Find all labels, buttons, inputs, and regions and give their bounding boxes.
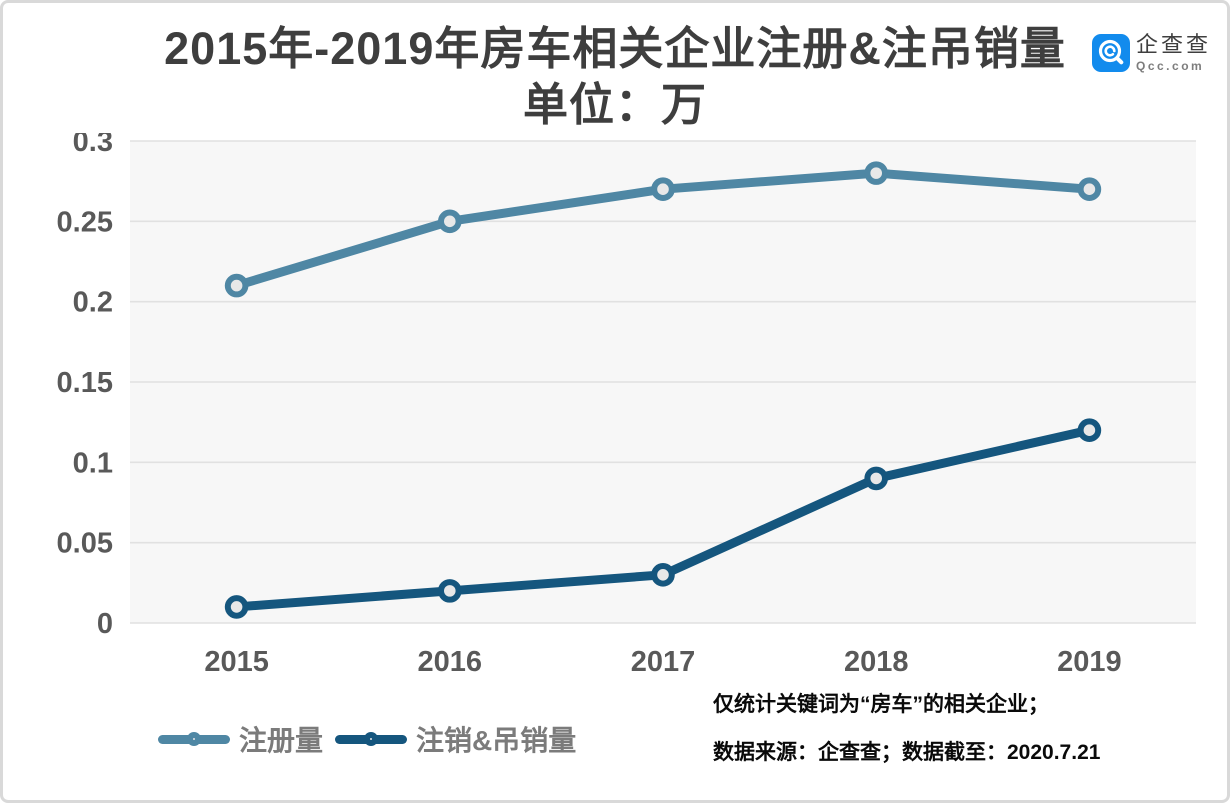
data-point-1-2018	[864, 466, 889, 491]
y-tick-label: 0.25	[57, 206, 113, 238]
y-tick-label: 0.15	[57, 367, 113, 399]
x-tick-label: 2018	[844, 646, 909, 678]
data-point-1-2019	[1077, 418, 1102, 443]
x-tick-label: 2019	[1057, 646, 1122, 678]
x-tick-label: 2015	[204, 646, 269, 678]
data-point-1-2016	[438, 579, 462, 603]
footnotes: 仅统计关键词为“房车”的相关企业； 数据来源：企查查；数据截至：2020.7.2…	[713, 681, 1100, 777]
y-tick-label: 0	[97, 608, 113, 640]
y-tick-label: 0.1	[73, 447, 113, 479]
page-subtitle: 单位：万	[522, 79, 707, 130]
legend-dot-icon	[364, 732, 379, 746]
y-tick-label: 0.05	[57, 528, 113, 560]
line-chart-canvas: 0 0.05 0.1 0.15 0.2 0.25 0.3 2015 2016 2017 2018 20…	[57, 133, 1196, 678]
data-point-0-2015	[224, 273, 249, 298]
legend-item-deregistrations: 注销&吊销量	[335, 719, 576, 759]
magnifier-spiral-icon	[1098, 39, 1124, 65]
data-point-1-2015	[224, 595, 249, 619]
y-tick-label: 0.3	[73, 133, 113, 158]
qcc-logo-domain: Qcc.com	[1136, 59, 1205, 73]
legend-marker-deregistrations	[335, 732, 408, 746]
page-title: 2015年-2019年房车相关企业注册&注吊销量	[164, 23, 1066, 74]
qcc-logo: 企查查 Qcc.com	[1092, 34, 1211, 72]
footnote-source: 数据来源：企查查；数据截至：2020.7.21	[713, 741, 1101, 764]
legend-label-registrations: 注册量	[239, 725, 324, 756]
y-tick-label: 0.2	[73, 287, 113, 319]
chart-header: 2015年-2019年房车相关企业注册&注吊销量 单位：万	[3, 21, 1227, 133]
legend-label-deregistrations: 注销&吊销量	[416, 725, 577, 756]
data-point-1-2017	[651, 563, 675, 587]
legend-item-registrations: 注册量	[158, 719, 323, 759]
x-tick-label: 2016	[418, 646, 483, 678]
footnote-scope: 仅统计关键词为“房车”的相关企业；	[713, 693, 1049, 716]
qcc-logo-text: 企查查 Qcc.com	[1136, 32, 1212, 73]
x-tick-label: 2017	[631, 646, 696, 678]
qcc-logo-name: 企查查	[1136, 32, 1212, 57]
chart-legend: 注册量 注销&吊销量	[158, 719, 576, 759]
data-point-0-2017	[651, 177, 675, 202]
data-point-0-2019	[1077, 177, 1102, 202]
data-point-0-2016	[438, 209, 462, 234]
legend-marker-registrations	[158, 732, 230, 746]
data-point-0-2018	[864, 161, 889, 185]
qcc-logo-icon	[1092, 34, 1130, 72]
legend-dot-icon	[187, 732, 201, 746]
